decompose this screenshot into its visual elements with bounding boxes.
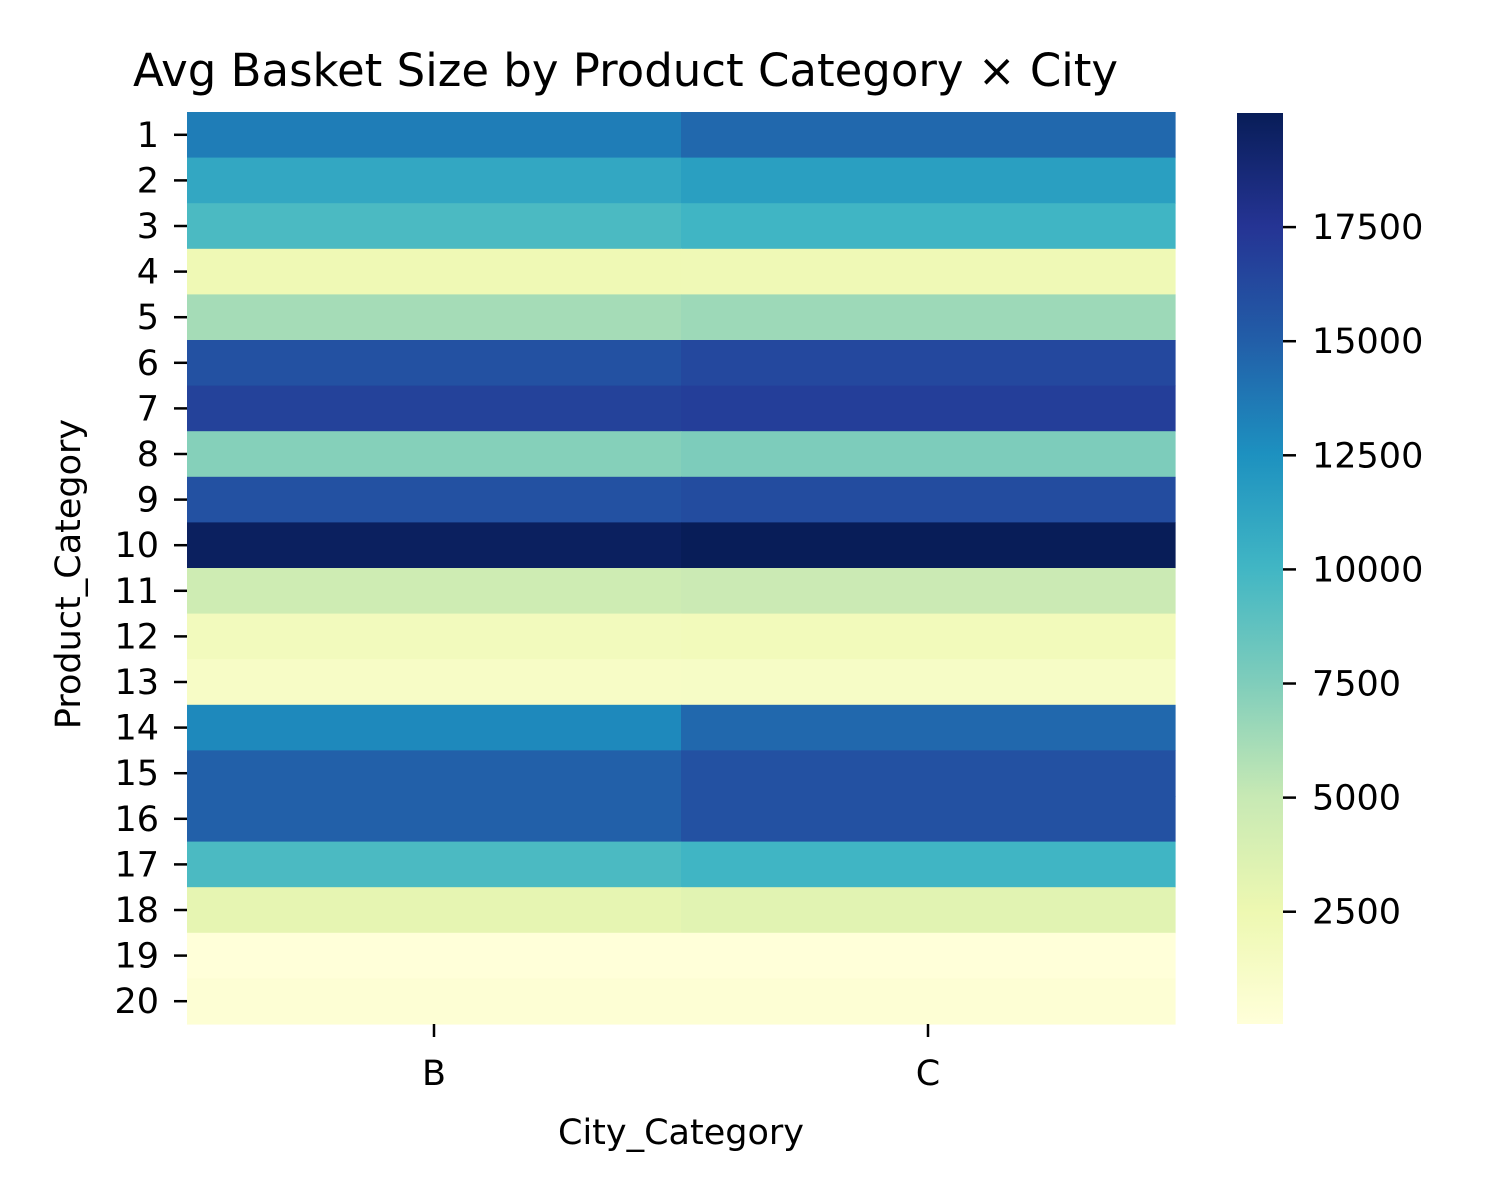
heatmap-cell — [681, 841, 1176, 888]
colorbar-tick-label: 17500 — [1312, 208, 1423, 248]
heatmap-cell — [681, 978, 1176, 1025]
y-tick-label: 2 — [137, 161, 159, 201]
heatmap-cell — [187, 340, 682, 387]
y-tick-label: 11 — [114, 572, 159, 612]
heatmap-cell — [681, 476, 1176, 523]
y-tick-label: 19 — [114, 937, 159, 977]
y-tick-label: 4 — [137, 253, 159, 293]
heatmap-cell — [681, 704, 1176, 751]
heatmap-cell — [187, 568, 682, 615]
heatmap-cell — [681, 294, 1176, 341]
y-tick-label: 3 — [137, 207, 159, 247]
heatmap-cell — [187, 203, 682, 250]
heatmap-cell — [681, 522, 1176, 569]
heatmap-cell — [187, 294, 682, 341]
heatmap-cell — [681, 340, 1176, 387]
y-tick-label: 10 — [114, 526, 159, 566]
y-tick-label: 17 — [114, 845, 159, 885]
heatmap-cell — [681, 750, 1176, 797]
colorbar-tick-label: 2500 — [1312, 893, 1401, 933]
heatmap-cell — [187, 613, 682, 660]
heatmap-cell — [681, 112, 1176, 159]
heatmap-cell — [187, 157, 682, 204]
y-axis-label: Product_Category — [49, 419, 89, 729]
heatmap-cell — [187, 704, 682, 751]
colorbar-tick-label: 12500 — [1312, 436, 1423, 476]
y-tick-label: 13 — [114, 663, 159, 703]
heatmap-cell — [187, 932, 682, 979]
y-tick-label: 9 — [137, 481, 159, 521]
heatmap-cell — [681, 157, 1176, 204]
y-tick-label: 15 — [114, 754, 159, 794]
colorbar-tick-label: 15000 — [1312, 322, 1423, 362]
y-tick-label: 18 — [114, 891, 159, 931]
y-tick-label: 14 — [114, 709, 159, 749]
x-tick-label: B — [422, 1054, 446, 1094]
heatmap-cell — [681, 385, 1176, 432]
heatmap-cell — [681, 248, 1176, 295]
heatmap-cell — [187, 659, 682, 706]
heatmap-cell — [187, 112, 682, 159]
y-tick-label: 7 — [137, 389, 159, 429]
y-tick-label: 12 — [114, 617, 159, 657]
colorbar-tick-label: 7500 — [1312, 665, 1401, 705]
heatmap-cells — [187, 112, 1176, 1025]
heatmap-cell — [187, 476, 682, 523]
colorbar — [1237, 113, 1283, 1024]
heatmap-cell — [187, 385, 682, 432]
y-tick-label: 8 — [137, 435, 159, 475]
y-tick-label: 20 — [114, 982, 159, 1022]
colorbar-tick-label: 5000 — [1312, 779, 1401, 819]
heatmap-cell — [681, 568, 1176, 615]
y-tick-label: 16 — [114, 800, 159, 840]
heatmap-cell — [187, 248, 682, 295]
y-tick-label: 5 — [137, 298, 159, 338]
colorbar-tick-label: 10000 — [1312, 550, 1423, 590]
heatmap-cell — [187, 978, 682, 1025]
heatmap-cell — [681, 796, 1176, 843]
x-tick-label: C — [916, 1054, 940, 1094]
heatmap-cell — [187, 841, 682, 888]
heatmap-cell — [681, 613, 1176, 660]
chart-title: Avg Basket Size by Product Category × Ci… — [133, 44, 1118, 97]
heatmap-cell — [681, 431, 1176, 478]
heatmap-cell — [187, 796, 682, 843]
x-axis-label: City_Category — [558, 1113, 804, 1153]
heatmap-cell — [187, 750, 682, 797]
heatmap-cell — [681, 887, 1176, 934]
colorbar-ticks: 2500 5000 7500 10000 12500 15000 17500 — [1283, 208, 1423, 933]
heatmap-cell — [187, 431, 682, 478]
heatmap-cell — [681, 659, 1176, 706]
heatmap-cell — [187, 887, 682, 934]
heatmap-cell — [681, 203, 1176, 250]
y-tick-label: 6 — [137, 344, 159, 384]
heatmap-cell — [187, 522, 682, 569]
heatmap-cell — [681, 932, 1176, 979]
y-tick-label: 1 — [137, 116, 159, 156]
